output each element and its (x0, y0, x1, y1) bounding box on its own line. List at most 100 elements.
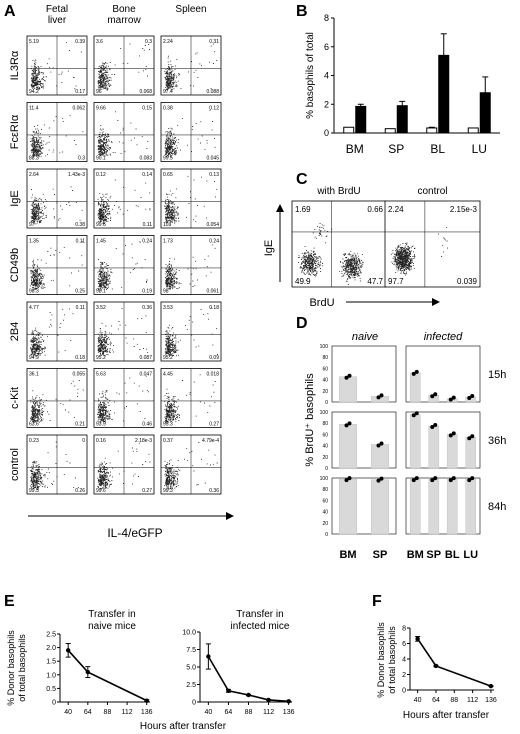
series-line (67, 649, 148, 702)
event-dots (30, 308, 74, 357)
subplot-frame-naive-2 (331, 477, 397, 535)
chart-title-infected-line-1: infected mice (231, 621, 290, 632)
data-point (246, 692, 251, 698)
x-tick-label: 64 (84, 709, 92, 716)
data-point (411, 413, 416, 418)
flow-plot-4-1: 3.52 0.36 95.2 0.087 (93, 301, 155, 362)
data-point (144, 698, 149, 703)
y-axis-label-line-1: of total basophils (387, 626, 397, 694)
row-label-0: IL3Rα (9, 50, 21, 80)
quadrant-ll: 49.9 (295, 277, 311, 286)
data-point (347, 373, 352, 378)
y-tick-label: 20 (322, 389, 328, 395)
data-point (448, 397, 453, 402)
data-point (376, 443, 381, 448)
quadrant-lr: 0.09 (209, 355, 219, 361)
quadrant-ul: 5.63 (96, 372, 106, 378)
x-tick-label: 88 (245, 709, 253, 716)
quadrant-ll: 93.9 (96, 422, 106, 428)
quadrant-lr: 0.18 (75, 355, 85, 361)
quadrant-ur: 0.055 (72, 372, 85, 378)
data-point (226, 688, 231, 693)
y-axis-label: % basophils of total (305, 32, 316, 119)
event-dots (97, 375, 149, 423)
plot-frame-0 (291, 200, 387, 288)
row-label-3: CD49b (9, 248, 21, 282)
quadrant-lr: 0.061 (206, 289, 219, 295)
data-point (433, 663, 439, 669)
category-label-SP: SP (388, 142, 404, 156)
bar-naive-BM-0 (339, 376, 358, 403)
quadrant-ll: 97.4 (163, 89, 173, 95)
row-label-6: control (9, 448, 21, 481)
quadrant-ll: 88.3 (29, 156, 39, 162)
event-dots (97, 308, 149, 357)
event-dots (30, 441, 79, 490)
data-point (415, 636, 420, 642)
quadrant-ul: 36.1 (29, 372, 39, 378)
y-tick-label: 40 (322, 444, 328, 450)
data-point (347, 476, 352, 481)
panel-d-bar-grid: naive infected % BrdU⁺ basophils 15h 0 20 40 60… (304, 331, 506, 561)
category-label-infected-BL: BL (445, 549, 460, 561)
category-label-BL: BL (430, 142, 445, 156)
flow-plot-0-2: 2.24 0.31 97.4 0.088 (160, 35, 222, 96)
y-tick-label: 7.5 (186, 647, 196, 654)
subplot-frame-infected-1 (405, 411, 481, 469)
data-point (451, 395, 456, 400)
x-tick-label: 112 (263, 709, 274, 716)
data-point (414, 476, 419, 481)
quadrant-ll: 95.2 (163, 355, 173, 361)
y-tick-label: 0 (325, 466, 328, 472)
x-axis-label: BrdU (309, 297, 334, 309)
group-title-naive: naive (352, 331, 378, 343)
x-axis-label: IL-4/eGFP (107, 526, 162, 540)
event-dots (164, 43, 218, 91)
category-label-LU: LU (472, 142, 487, 156)
category-label-naive-SP: SP (373, 549, 388, 561)
event-dots (30, 115, 84, 157)
flow-plot-2-0: 2.64 1.43e-3 97 0.38 (26, 168, 88, 229)
flow-plot-5-0: 36.1 0.055 63.6 0.21 (26, 368, 88, 428)
quadrant-lr: 0.27 (209, 422, 219, 428)
quadrant-ur: 0.12 (209, 106, 219, 112)
quadrant-ul: 0.37 (163, 438, 173, 444)
y-axis-label-line-1: of total basophils (17, 634, 27, 702)
data-point (411, 371, 416, 376)
group-title-infected: infected (424, 331, 463, 343)
x-axis-label: Hours after transfer (403, 710, 490, 721)
y-tick-label: 6 (324, 42, 329, 52)
quadrant-lr: 0.21 (75, 422, 85, 428)
panel-b-bar-chart: 0 2 4 6 8 % basophils of total BM SP BL LU (305, 13, 500, 156)
data-point (488, 683, 494, 689)
quadrant-lr: 0.054 (206, 222, 219, 228)
y-tick-label: 0 (324, 128, 329, 138)
flow-plot-3-0: 1.35 0.11 98.3 0.25 (26, 235, 88, 295)
data-point (448, 433, 453, 438)
category-label-infected-SP: SP (426, 549, 441, 561)
quadrant-ll: 94.9 (29, 355, 39, 361)
event-dots (30, 42, 82, 91)
y-tick-label: 0 (325, 532, 328, 538)
quadrant-lr: 0.3 (78, 156, 85, 162)
quadrant-ll: 103 (163, 222, 172, 228)
x-tick-label: 40 (204, 709, 212, 716)
event-dots (164, 307, 218, 357)
x-tick-label: 40 (64, 709, 72, 716)
y-tick-label: 0 (192, 700, 196, 707)
data-point (379, 441, 384, 446)
event-dots (30, 241, 83, 291)
data-point (206, 654, 211, 659)
data-point (344, 375, 349, 380)
bar-infected-SP-1 (428, 425, 440, 469)
quadrant-ll: 97 (29, 222, 35, 228)
quadrant-lr: 0.26 (75, 488, 85, 494)
quadrant-ll: 95.2 (96, 355, 106, 361)
quadrant-ul: 3.53 (163, 305, 173, 311)
quadrant-lr: 0.25 (75, 289, 85, 295)
event-dots (97, 179, 151, 224)
x-tick-label: 112 (122, 709, 133, 716)
flow-plot-3-1: 1.45 0.24 98.1 0.19 (93, 235, 155, 295)
